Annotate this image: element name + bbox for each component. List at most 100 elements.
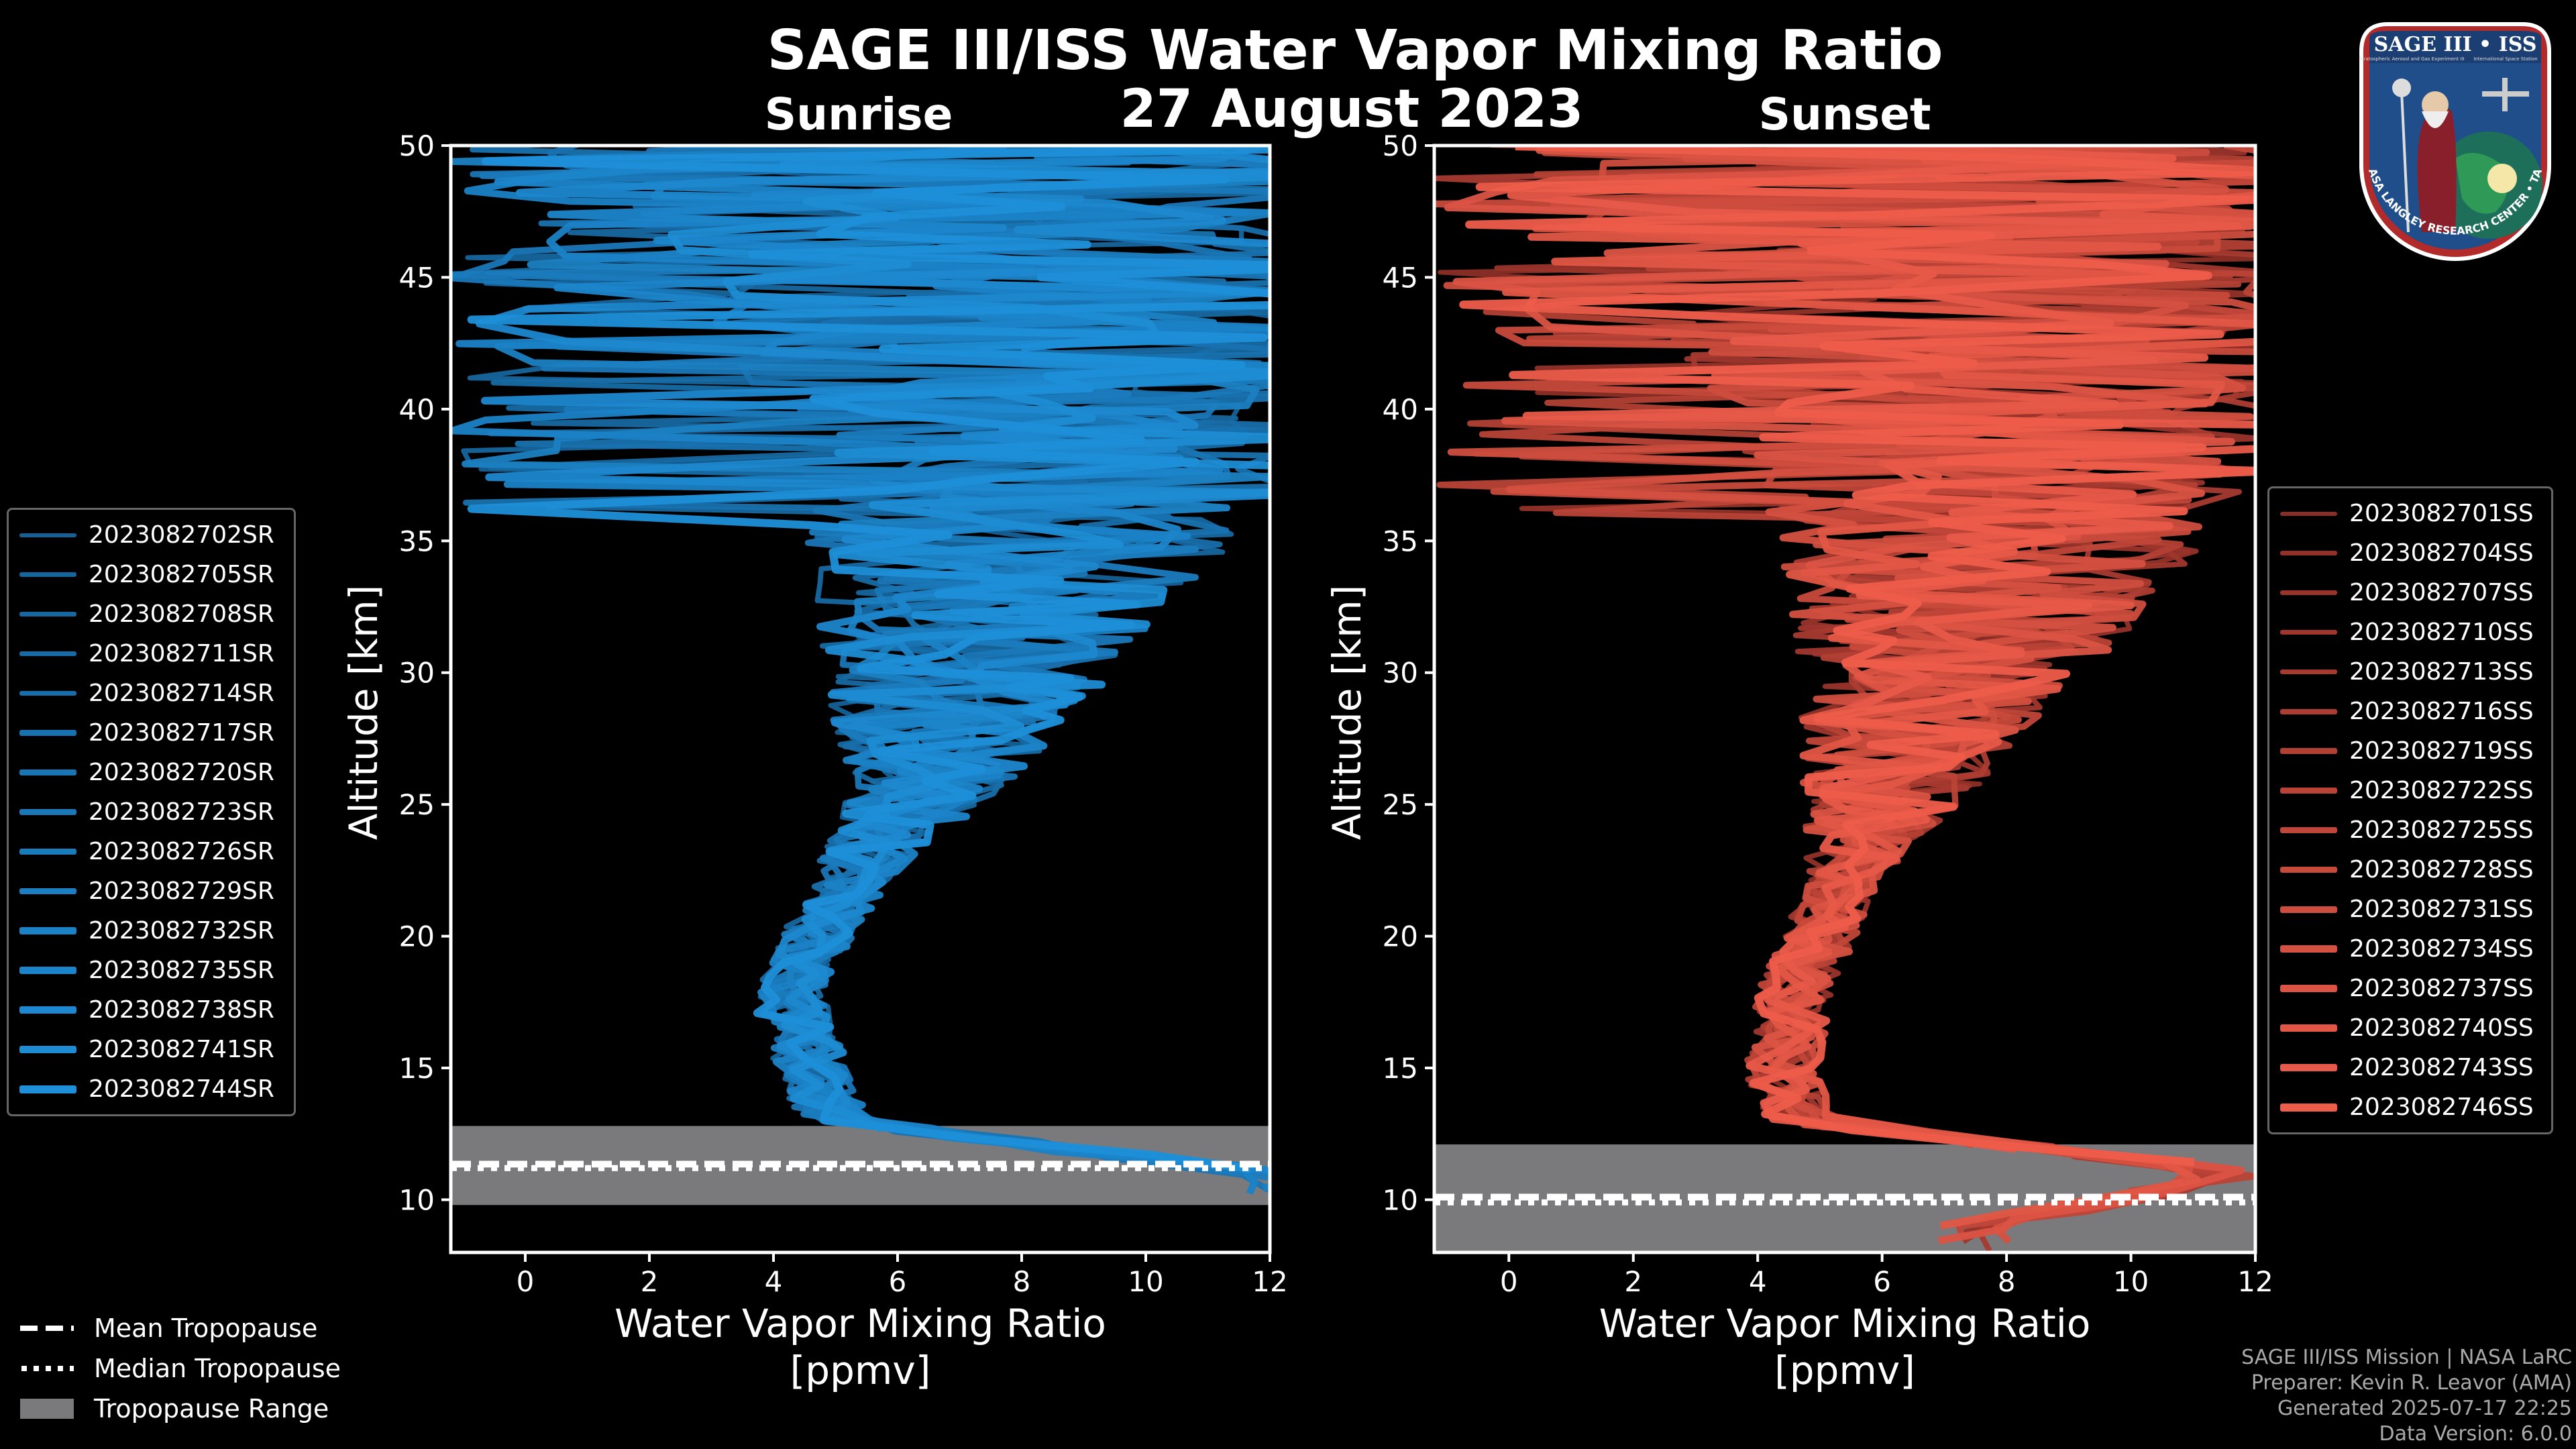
sr-legend-swatch <box>19 572 76 577</box>
sr-legend-item: 2023082714SR <box>9 674 294 713</box>
sr-ytick-label: 45 <box>399 261 435 294</box>
sr-legend-swatch <box>19 730 76 736</box>
dotted-line-swatch <box>21 1366 74 1371</box>
date-subtitle: 27 August 2023 <box>1120 79 1584 140</box>
ss-legend-item: 2023082719SS <box>2269 731 2551 771</box>
ss-profile-2023082740SS <box>1501 146 2255 1230</box>
sr-xlabel-unit: [ppmv] <box>790 1348 931 1393</box>
sr-legend-label: 2023082708SR <box>89 600 274 628</box>
ss-ytick-label: 45 <box>1383 261 1418 294</box>
ss-legend-swatch <box>2280 985 2337 992</box>
ss-legend-swatch <box>2280 708 2337 714</box>
ss-legend-label: 2023082701SS <box>2349 500 2534 527</box>
range-swatch <box>20 1399 74 1419</box>
sunrise-legend: 2023082702SR 2023082705SR 2023082708SR 2023… <box>7 508 296 1116</box>
ss-legend-item: 2023082701SS <box>2269 494 2551 533</box>
ss-plot: 0 2 4 6 8 10 12 10 15 20 25 30 35 40 45 50 Water Vapor M… <box>1324 129 2273 1393</box>
ss-legend-swatch <box>2280 906 2337 913</box>
ss-legend-label: 2023082722SS <box>2349 777 2534 804</box>
sr-legend-item: 2023082744SR <box>9 1069 294 1109</box>
ss-legend-item: 2023082710SS <box>2269 612 2551 652</box>
sr-legend-label: 2023082702SR <box>89 521 274 549</box>
sr-profiles <box>451 146 1270 1195</box>
sr-profile-2023082744SR <box>467 146 1270 1173</box>
sr-legend-item: 2023082717SR <box>9 713 294 753</box>
legend-range-label: Tropopause Range <box>94 1394 329 1424</box>
sr-legend-label: 2023082738SR <box>89 996 274 1024</box>
ss-xtick-label: 0 <box>1500 1265 1518 1298</box>
ss-legend-swatch <box>2280 788 2337 794</box>
sr-axes-frame <box>449 144 1272 1254</box>
sr-legend-item: 2023082708SR <box>9 594 294 634</box>
sr-legend-item: 2023082705SR <box>9 555 294 594</box>
footer-preparer: Preparer: Kevin R. Leavor (AMA) <box>2251 1371 2572 1395</box>
ss-xlabel: Water Vapor Mixing Ratio <box>1599 1301 2091 1346</box>
ss-legend-label: 2023082716SS <box>2349 698 2534 725</box>
ss-legend-item: 2023082728SS <box>2269 850 2551 890</box>
sr-legend-swatch <box>19 809 76 815</box>
sunrise-panel-title: Sunrise <box>764 89 953 140</box>
sr-legend-swatch <box>19 967 76 974</box>
footer-mission: SAGE III/ISS Mission | NASA LaRC <box>2241 1346 2572 1369</box>
sr-legend-label: 2023082732SR <box>89 917 274 945</box>
sr-legend-item: 2023082726SR <box>9 832 294 871</box>
ss-legend-swatch <box>2280 669 2337 675</box>
logo-sub-left: Stratospheric Aerosol and Gas Experiment… <box>2359 56 2464 62</box>
ss-legend-item: 2023082731SS <box>2269 890 2551 929</box>
ss-legend-label: 2023082719SS <box>2349 737 2534 765</box>
ss-legend-label: 2023082737SS <box>2349 975 2534 1002</box>
sr-legend-swatch <box>19 769 76 775</box>
sr-legend-swatch <box>19 690 76 696</box>
ss-ylabel: Altitude [km] <box>1324 585 1370 840</box>
ss-legend-swatch <box>2280 1063 2337 1072</box>
ss-legend-swatch <box>2280 590 2337 595</box>
main-title: SAGE III/ISS Water Vapor Mixing Ratio <box>767 19 1943 83</box>
sr-legend-item: 2023082735SR <box>9 951 294 990</box>
ss-legend-label: 2023082725SS <box>2349 816 2534 844</box>
sr-legend-swatch <box>19 927 76 934</box>
ss-ytick-label: 25 <box>1383 788 1418 821</box>
ss-legend-label: 2023082710SS <box>2349 619 2534 646</box>
sr-legend-label: 2023082705SR <box>89 561 274 588</box>
sr-ytick-label: 25 <box>399 788 435 821</box>
sr-legend-item: 2023082729SR <box>9 871 294 911</box>
sr-legend-label: 2023082711SR <box>89 640 274 667</box>
ss-legend-label: 2023082704SS <box>2349 539 2534 567</box>
sr-legend-swatch <box>19 888 76 895</box>
sunset-legend: 2023082701SS 2023082704SS 2023082707SS 2023… <box>2267 486 2553 1134</box>
footer-credits: SAGE III/ISS Mission | NASA LaRC Prepare… <box>2241 1345 2572 1447</box>
ss-legend-item: 2023082707SS <box>2269 573 2551 612</box>
logo-top-text: SAGE III • ISS <box>2374 33 2537 56</box>
ss-xtick-label: 6 <box>1873 1265 1891 1298</box>
sr-legend-item: 2023082711SR <box>9 634 294 674</box>
sr-legend-item: 2023082702SR <box>9 515 294 555</box>
ss-legend-label: 2023082707SS <box>2349 579 2534 606</box>
sr-xtick-label: 8 <box>1013 1265 1031 1298</box>
sr-plot: 0 2 4 6 8 10 12 10 15 20 25 30 35 40 45 50 Water Vapor M… <box>341 129 1288 1393</box>
ss-legend-item: 2023082743SS <box>2269 1048 2551 1087</box>
ss-legend-swatch <box>2280 945 2337 953</box>
sr-legend-swatch <box>19 651 76 657</box>
legend-median-tropopause: Median Tropopause <box>20 1348 341 1389</box>
ss-legend-label: 2023082728SS <box>2349 856 2534 883</box>
ss-xtick-label: 2 <box>1624 1265 1642 1298</box>
sr-ytick-label: 20 <box>399 920 435 953</box>
sr-ytick-label: 40 <box>399 393 435 426</box>
ss-legend-item: 2023082722SS <box>2269 771 2551 810</box>
ss-legend-swatch <box>2280 551 2337 555</box>
ss-legend-label: 2023082740SS <box>2349 1014 2534 1042</box>
sr-legend-label: 2023082726SR <box>89 838 274 865</box>
ss-legend-item: 2023082746SS <box>2269 1087 2551 1127</box>
ss-legend-item: 2023082740SS <box>2269 1008 2551 1048</box>
sr-xtick-label: 2 <box>641 1265 659 1298</box>
footer-version: Data Version: 6.0.0 <box>2379 1422 2572 1446</box>
sr-legend-label: 2023082717SR <box>89 719 274 747</box>
sr-legend-label: 2023082723SR <box>89 798 274 826</box>
ss-ytick-label: 30 <box>1383 657 1418 690</box>
tropopause-legend: Mean Tropopause Median Tropopause Tropop… <box>20 1308 341 1429</box>
ss-legend-item: 2023082704SS <box>2269 533 2551 573</box>
ss-legend-swatch <box>2280 866 2337 873</box>
sr-legend-item: 2023082741SR <box>9 1030 294 1069</box>
ss-legend-label: 2023082713SS <box>2349 658 2534 686</box>
legend-median-label: Median Tropopause <box>94 1354 341 1383</box>
